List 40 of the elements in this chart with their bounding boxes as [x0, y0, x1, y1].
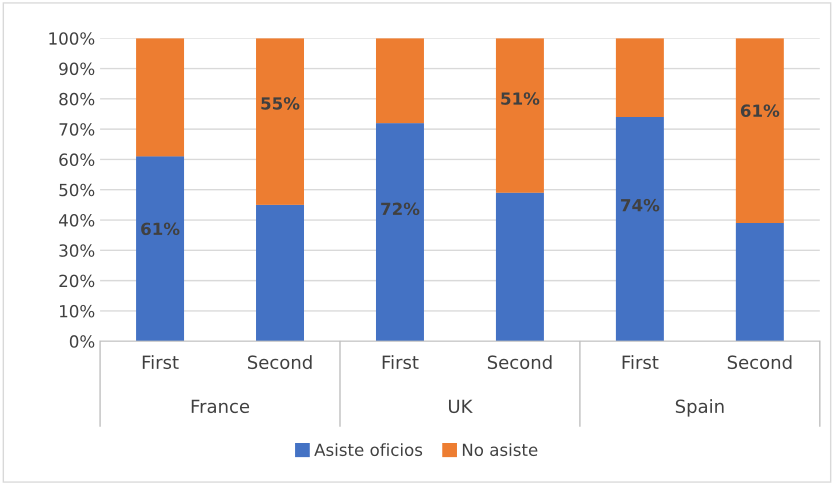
bar	[496, 38, 544, 193]
data-label: 72%	[381, 202, 420, 216]
y-tick-label: 30%	[59, 244, 94, 257]
bar	[376, 38, 424, 124]
bar	[376, 123, 424, 342]
y-tick-label: 60%	[59, 153, 94, 166]
text: France	[192, 400, 250, 414]
y-tick-label: 20%	[59, 274, 94, 288]
bar	[736, 223, 784, 342]
text: Spain	[676, 399, 724, 417]
x-tick-label: Second	[248, 355, 312, 370]
data-label: 61%	[740, 104, 780, 117]
y-tick-label: 40%	[58, 214, 94, 227]
data-label: 61%	[141, 222, 180, 236]
y-tick-label: 50%	[59, 184, 94, 196]
bar	[256, 204, 304, 342]
y-tick-label: 70%	[60, 123, 94, 136]
legend-label: No asiste	[462, 443, 538, 456]
bar	[496, 192, 544, 342]
data-label: 51%	[501, 92, 540, 105]
legend-label: Asiste oficios	[314, 443, 422, 456]
bar	[136, 38, 184, 156]
y-tick-label: 90%	[59, 62, 94, 76]
y-tick-label: 0%	[70, 335, 94, 348]
bar	[736, 38, 784, 224]
x-tick-label: First	[382, 355, 419, 370]
x-tick-label: First	[142, 355, 179, 370]
data-label: 55%	[261, 97, 300, 110]
bar	[616, 38, 664, 118]
bar	[256, 38, 304, 205]
y-tick-label: 80%	[59, 92, 94, 106]
x-tick-label: First	[622, 355, 658, 370]
y-tick-label: 100%	[49, 32, 94, 45]
text: UK	[448, 400, 473, 414]
data-label: 74%	[621, 198, 660, 212]
y-tick-label: 10%	[60, 304, 94, 318]
x-tick-label: Second	[728, 355, 792, 370]
bar	[136, 156, 184, 342]
bar	[616, 117, 664, 342]
x-tick-label: Second	[488, 355, 552, 370]
